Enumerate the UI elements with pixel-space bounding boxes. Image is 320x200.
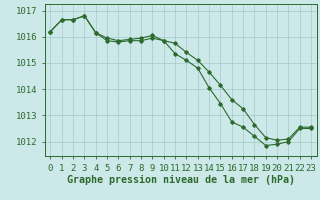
X-axis label: Graphe pression niveau de la mer (hPa): Graphe pression niveau de la mer (hPa) (67, 175, 295, 185)
